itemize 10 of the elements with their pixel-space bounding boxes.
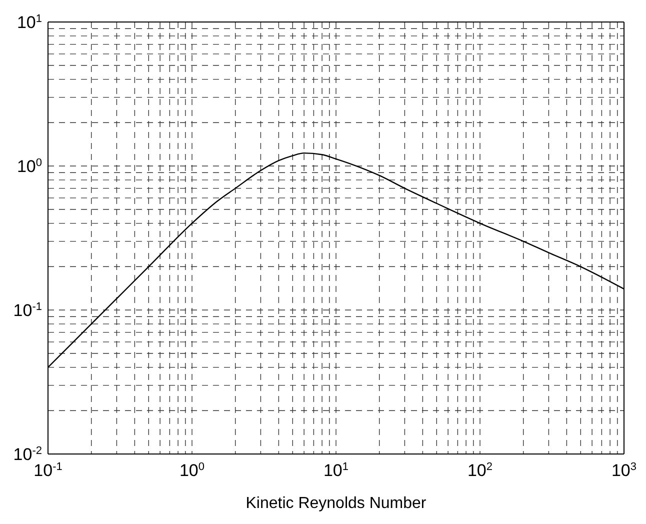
x-axis-title: Kinetic Reynolds Number <box>246 495 427 512</box>
x-tick-label: 10$^{2}$ <box>467 461 493 480</box>
x-tick-label: 10$^{3}$ <box>611 461 637 480</box>
y-tick-label: 10$^{0}$ <box>16 157 42 176</box>
y-tick-label: 10$^{1}$ <box>16 13 42 32</box>
x-tick-label: 10$^{1}$ <box>323 461 349 480</box>
x-tick-label: 10$^{-1}$ <box>34 461 62 480</box>
x-tick-label: 10$^{0}$ <box>179 461 205 480</box>
y-tick-label: 10$^{-2}$ <box>13 445 42 464</box>
y-tick-label: 10$^{-1}$ <box>13 301 42 320</box>
